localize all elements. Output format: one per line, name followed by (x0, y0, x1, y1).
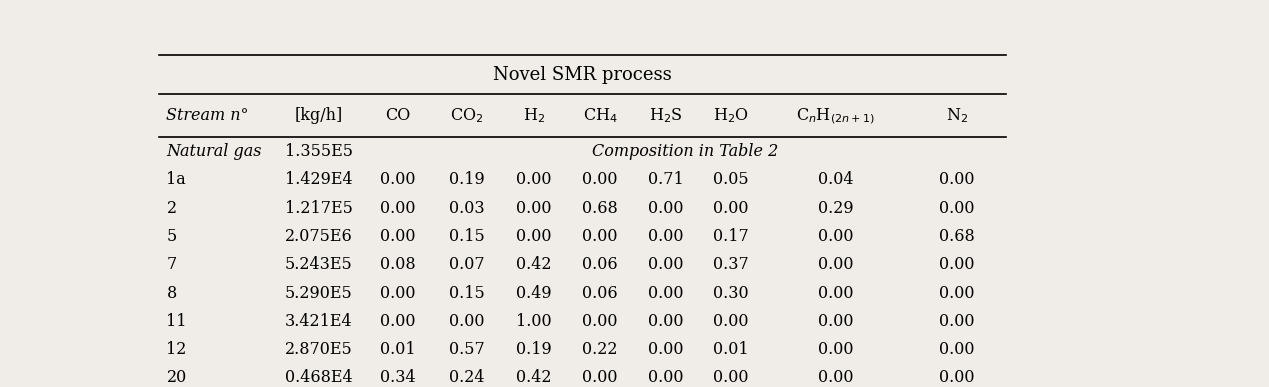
Text: 0.00: 0.00 (819, 256, 854, 273)
Text: 1.00: 1.00 (516, 313, 552, 330)
Text: 0.15: 0.15 (448, 284, 485, 301)
Text: 0.68: 0.68 (582, 200, 618, 217)
Text: 0.17: 0.17 (713, 228, 749, 245)
Text: 0.01: 0.01 (379, 341, 415, 358)
Text: 0.05: 0.05 (713, 171, 749, 188)
Text: 0.42: 0.42 (516, 256, 552, 273)
Text: 2: 2 (166, 200, 176, 217)
Text: Natural gas: Natural gas (166, 143, 261, 160)
Text: 0.34: 0.34 (379, 370, 415, 387)
Text: 0.00: 0.00 (582, 171, 618, 188)
Text: 0.00: 0.00 (648, 341, 683, 358)
Text: 7: 7 (166, 256, 176, 273)
Text: 0.00: 0.00 (582, 228, 618, 245)
Text: 12: 12 (166, 341, 187, 358)
Text: 0.15: 0.15 (448, 228, 485, 245)
Text: 0.00: 0.00 (939, 171, 975, 188)
Text: 0.00: 0.00 (819, 370, 854, 387)
Text: 0.00: 0.00 (713, 313, 749, 330)
Text: 20: 20 (166, 370, 187, 387)
Text: 0.00: 0.00 (648, 228, 683, 245)
Text: 0.30: 0.30 (713, 284, 749, 301)
Text: 0.00: 0.00 (939, 256, 975, 273)
Text: 0.04: 0.04 (819, 171, 854, 188)
Text: 0.00: 0.00 (819, 341, 854, 358)
Text: 0.00: 0.00 (379, 171, 415, 188)
Text: 0.00: 0.00 (648, 370, 683, 387)
Text: 0.00: 0.00 (648, 200, 683, 217)
Text: 11: 11 (166, 313, 187, 330)
Text: 0.68: 0.68 (939, 228, 975, 245)
Text: 0.19: 0.19 (516, 341, 552, 358)
Text: 0.00: 0.00 (939, 284, 975, 301)
Text: 5.290E5: 5.290E5 (286, 284, 353, 301)
Text: 0.71: 0.71 (647, 171, 684, 188)
Text: Stream n°: Stream n° (166, 107, 249, 124)
Text: 0.00: 0.00 (582, 313, 618, 330)
Text: 0.00: 0.00 (648, 284, 683, 301)
Text: 1.429E4: 1.429E4 (286, 171, 353, 188)
Text: 0.00: 0.00 (939, 341, 975, 358)
Text: CH$_4$: CH$_4$ (582, 106, 618, 125)
Text: 0.00: 0.00 (713, 200, 749, 217)
Text: 0.22: 0.22 (582, 341, 618, 358)
Text: 0.00: 0.00 (648, 256, 683, 273)
Text: H$_2$: H$_2$ (523, 106, 544, 125)
Text: 0.00: 0.00 (379, 228, 415, 245)
Text: 0.00: 0.00 (939, 370, 975, 387)
Text: 0.00: 0.00 (516, 228, 552, 245)
Text: 0.00: 0.00 (819, 228, 854, 245)
Text: 0.37: 0.37 (713, 256, 749, 273)
Text: 0.00: 0.00 (713, 370, 749, 387)
Text: 1a: 1a (166, 171, 187, 188)
Text: C$_n$H$_{(2n+1)}$: C$_n$H$_{(2n+1)}$ (796, 106, 876, 125)
Text: 0.06: 0.06 (582, 256, 618, 273)
Text: H$_2$O: H$_2$O (713, 106, 749, 125)
Text: 0.08: 0.08 (379, 256, 415, 273)
Text: CO: CO (385, 107, 410, 124)
Text: 0.468E4: 0.468E4 (286, 370, 353, 387)
Text: 0.00: 0.00 (379, 284, 415, 301)
Text: 5: 5 (166, 228, 176, 245)
Text: 0.00: 0.00 (819, 313, 854, 330)
Text: 0.24: 0.24 (449, 370, 485, 387)
Text: Composition in Table 2: Composition in Table 2 (591, 143, 778, 160)
Text: 0.07: 0.07 (449, 256, 485, 273)
Text: 0.42: 0.42 (516, 370, 552, 387)
Text: 0.00: 0.00 (379, 313, 415, 330)
Text: 0.00: 0.00 (939, 313, 975, 330)
Text: 0.00: 0.00 (516, 200, 552, 217)
Text: H$_2$S: H$_2$S (648, 106, 683, 125)
Text: Novel SMR process: Novel SMR process (494, 66, 671, 84)
Text: 8: 8 (166, 284, 176, 301)
Text: 0.00: 0.00 (379, 200, 415, 217)
Text: 0.00: 0.00 (582, 370, 618, 387)
Text: 0.03: 0.03 (449, 200, 485, 217)
Text: 0.29: 0.29 (819, 200, 854, 217)
Text: [kg/h]: [kg/h] (294, 107, 343, 124)
Text: 3.421E4: 3.421E4 (286, 313, 353, 330)
Text: 1.355E5: 1.355E5 (286, 143, 353, 160)
Text: 0.00: 0.00 (939, 200, 975, 217)
Text: 1.217E5: 1.217E5 (286, 200, 353, 217)
Text: 0.06: 0.06 (582, 284, 618, 301)
Text: 2.075E6: 2.075E6 (286, 228, 353, 245)
Text: 0.57: 0.57 (448, 341, 485, 358)
Text: 5.243E5: 5.243E5 (286, 256, 353, 273)
Text: N$_2$: N$_2$ (947, 106, 968, 125)
Text: 0.00: 0.00 (819, 284, 854, 301)
Text: 0.01: 0.01 (713, 341, 749, 358)
Text: 0.00: 0.00 (648, 313, 683, 330)
Text: 0.19: 0.19 (448, 171, 485, 188)
Text: CO$_2$: CO$_2$ (449, 106, 483, 125)
Text: 0.49: 0.49 (516, 284, 552, 301)
Text: 0.00: 0.00 (516, 171, 552, 188)
Text: 2.870E5: 2.870E5 (286, 341, 353, 358)
Text: 0.00: 0.00 (449, 313, 485, 330)
